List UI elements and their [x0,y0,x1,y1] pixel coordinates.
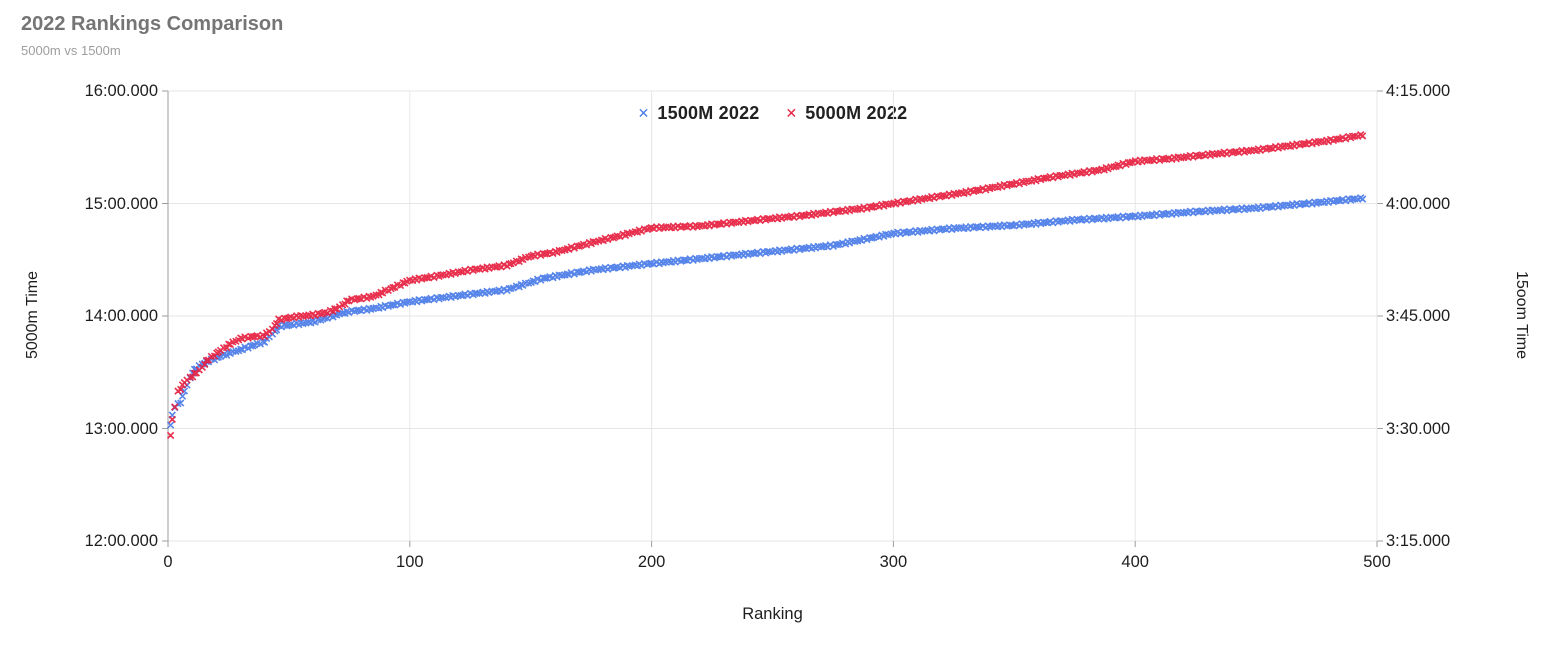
chart-legend: ✕ 1500M 2022 ✕ 5000M 2022 [168,99,1377,127]
x-tick-label: 200 [637,553,666,571]
y-right-tick-label: 3:30.000 [1386,419,1451,438]
y-left-tick-label: 13:00.000 [84,419,158,438]
legend-item-5000m[interactable]: ✕ 5000M 2022 [786,103,908,124]
y-left-tick-label: 14:00.000 [84,307,158,325]
y-right-tick-label: 3:45.000 [1386,307,1451,325]
x-tick-label: 0 [163,553,173,571]
y-left-tick-label: 15:00.000 [84,194,158,213]
y-left-tick-label: 12:00.000 [84,532,158,550]
x-tick-label: 300 [879,553,908,571]
series-markers-1500m-2022 [166,194,1367,429]
y-left-tick-label: 16:00.000 [84,82,158,100]
x-marker-icon: ✕ [785,105,798,121]
series-markers-5000m-2022 [166,131,1367,440]
y-right-tick-label: 4:15.000 [1386,82,1451,100]
legend-label: 5000M 2022 [805,102,908,123]
y-right-tick-label: 4:00.000 [1386,194,1451,213]
x-tick-label: 400 [1121,553,1149,571]
chart-subtitle: 5000m vs 1500m [21,43,121,58]
x-marker-icon: ✕ [637,105,650,121]
x-tick-label: 500 [1363,553,1391,571]
chart-title: 2022 Rankings Comparison [21,13,284,35]
x-tick-label: 100 [396,553,424,571]
legend-label: 1500M 2022 [657,102,760,123]
y-axis-title-right: 15oom Time [1513,270,1530,360]
y-axis-title-left: 5000m Time [24,270,41,360]
x-axis-title: Ranking [742,605,803,623]
y-right-tick-label: 3:15.000 [1386,532,1451,550]
legend-item-1500m[interactable]: ✕ 1500M 2022 [638,103,760,124]
